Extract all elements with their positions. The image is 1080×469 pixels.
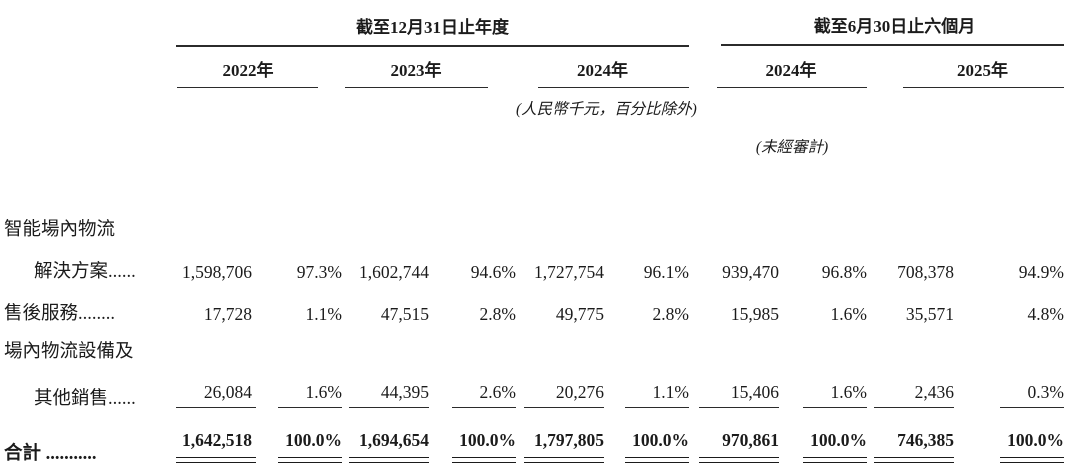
unit-note-row: (人民幣千元，百分比除外): [4, 88, 1064, 119]
year-rule: [345, 87, 488, 88]
value-cell: 26,084: [176, 363, 256, 410]
table-row: 智能場內物流: [4, 203, 1064, 241]
double-rule: [349, 457, 429, 463]
group-title-interim: 截至6月30日止六個月: [689, 12, 1064, 46]
double-rule: [803, 457, 867, 463]
double-rule: [452, 457, 516, 463]
value-cell: 15,406: [689, 363, 779, 410]
row-label: 其他銷售......: [34, 389, 136, 409]
single-rule: [1000, 407, 1064, 408]
year-label-2023: 2023年: [390, 61, 442, 80]
year-header-2025: 2025年: [867, 46, 1064, 88]
value-cell: 1,598,706: [182, 262, 252, 282]
value-cell: 1.1%: [305, 304, 342, 324]
value-cell: 2.8%: [652, 304, 689, 324]
double-rule: [1000, 457, 1064, 463]
label-column-spacer: [4, 12, 176, 46]
year-label-2024-annual: 2024年: [577, 61, 628, 80]
row-label: 解決方案......: [34, 262, 136, 282]
empty-cell: [176, 203, 1064, 241]
value-cell: 97.3%: [296, 262, 342, 282]
value-cell: 2,436: [867, 363, 954, 410]
value-cell: 1,602,744: [359, 262, 429, 282]
value-cell: 2.8%: [479, 304, 516, 324]
single-rule: [803, 407, 867, 408]
group-title-annual: 截至12月31日止年度: [176, 12, 689, 47]
value-cell: 1,727,754: [534, 262, 604, 282]
value-cell: 35,571: [905, 304, 954, 324]
value-cell: 20,276: [516, 363, 604, 410]
empty-cell: [689, 88, 1064, 119]
year-rule: [903, 87, 1064, 88]
double-rule: [625, 457, 689, 463]
year-label-2025: 2025年: [957, 61, 1008, 80]
value-cell: 1.6%: [252, 363, 342, 410]
row-label: 智能場內物流: [4, 220, 116, 240]
value-cell: 47,515: [380, 304, 429, 324]
value-cell: 44,395: [342, 363, 429, 410]
year-header-2024-interim: 2024年: [689, 46, 867, 88]
unaudited-note-row: (未經審計): [4, 119, 1064, 157]
year-header-row: 2022年 2023年 2024年 2024年 2025年: [4, 46, 1064, 88]
year-label-2024-interim: 2024年: [765, 61, 817, 80]
empty-cell: [176, 325, 1064, 363]
year-rule: [717, 87, 867, 88]
value-cell: 96.1%: [643, 262, 689, 282]
row-label: 場內物流設備及: [4, 342, 134, 362]
value-cell: 1.1%: [604, 363, 689, 410]
period-group-header-row: 截至12月31日止年度 截至6月30日止六個月: [4, 12, 1064, 47]
empty-cell: [176, 119, 689, 157]
double-rule: [176, 457, 256, 463]
value-cell: 15,985: [730, 304, 779, 324]
single-rule: [452, 407, 516, 408]
group-rule-interim: [721, 44, 1064, 46]
single-rule: [349, 407, 429, 408]
empty-cell: [176, 88, 516, 119]
table-row: 其他銷售...... 26,084 1.6% 44,395 2.6% 20,27…: [4, 363, 1064, 410]
value-cell: 94.9%: [1018, 262, 1064, 282]
value-cell: 17,728: [203, 304, 252, 324]
table-row: 場內物流設備及: [4, 325, 1064, 363]
value-cell: 96.8%: [821, 262, 867, 282]
year-rule: [538, 87, 689, 88]
unaudited-note: (未經審計): [755, 139, 829, 156]
revenue-breakdown-table: 截至12月31日止年度 截至6月30日止六個月 2022年 2023年 2024…: [4, 12, 1064, 465]
value-cell: 0.3%: [954, 363, 1064, 410]
empty-cell: [4, 157, 1064, 203]
double-rule: [699, 457, 779, 463]
single-rule: [524, 407, 604, 408]
value-cell: 1.6%: [779, 363, 867, 410]
double-rule: [278, 457, 342, 463]
single-rule: [278, 407, 342, 408]
value-cell: 4.8%: [1027, 304, 1064, 324]
prospectus-revenue-table-page: 截至12月31日止年度 截至6月30日止六個月 2022年 2023年 2024…: [0, 12, 1080, 469]
empty-cell: [4, 88, 176, 119]
value-cell: 94.6%: [470, 262, 516, 282]
label-column-spacer: [4, 46, 176, 88]
double-rule: [524, 457, 604, 463]
year-header-2023: 2023年: [342, 46, 516, 88]
table-row: 售後服務........ 17,728 1.1% 47,515 2.8% 49,…: [4, 283, 1064, 325]
unit-note: (人民幣千元，百分比除外): [516, 101, 697, 118]
year-header-2024-annual: 2024年: [516, 46, 689, 88]
year-rule: [177, 87, 318, 88]
empty-cell: [4, 119, 176, 157]
table-row: 解決方案...... 1,598,706 97.3% 1,602,744 94.…: [4, 241, 1064, 283]
double-rule: [874, 457, 954, 463]
group-title-interim-text: 截至6月30日止六個月: [813, 17, 976, 36]
single-rule: [625, 407, 689, 408]
spacer-row: [4, 157, 1064, 203]
year-header-2022: 2022年: [176, 46, 342, 88]
value-cell: 49,775: [555, 304, 604, 324]
value-cell: 939,470: [722, 262, 779, 282]
single-rule: [176, 407, 256, 408]
value-cell: 708,378: [897, 262, 954, 282]
value-cell: 2.6%: [429, 363, 516, 410]
row-label: 售後服務........: [4, 304, 116, 324]
single-rule: [699, 407, 779, 408]
empty-cell: [867, 119, 1064, 157]
value-cell: 1.6%: [830, 304, 867, 324]
year-label-2022: 2022年: [222, 61, 274, 80]
single-rule: [874, 407, 954, 408]
